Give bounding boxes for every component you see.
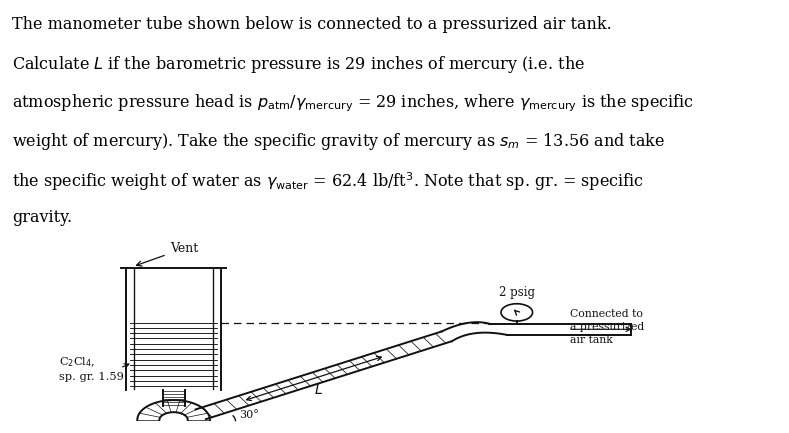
Text: 30°: 30° xyxy=(239,410,259,420)
Text: the specific weight of water as $\gamma_{\mathrm{water}}$ = 62.4 lb/ft$^3$. Note: the specific weight of water as $\gamma_… xyxy=(12,170,644,193)
Text: gravity.: gravity. xyxy=(12,209,72,226)
Text: $L$: $L$ xyxy=(314,383,323,397)
Text: atmospheric pressure head is $p_{\mathrm{atm}}/\gamma_{\mathrm{mercury}}$ = 29 i: atmospheric pressure head is $p_{\mathrm… xyxy=(12,93,694,114)
Text: Vent: Vent xyxy=(136,242,198,266)
Text: The manometer tube shown below is connected to a pressurized air tank.: The manometer tube shown below is connec… xyxy=(12,16,611,32)
Text: 2 psig: 2 psig xyxy=(499,285,535,298)
Text: weight of mercury). Take the specific gravity of mercury as $s_m$ = 13.56 and ta: weight of mercury). Take the specific gr… xyxy=(12,132,665,152)
Text: Connected to
a pressurized
air tank: Connected to a pressurized air tank xyxy=(570,309,645,346)
Text: Calculate $L$ if the barometric pressure is 29 inches of mercury (i.e. the: Calculate $L$ if the barometric pressure… xyxy=(12,54,585,75)
Text: C$_2$Cl$_4$,
sp. gr. 1.59: C$_2$Cl$_4$, sp. gr. 1.59 xyxy=(59,355,124,382)
